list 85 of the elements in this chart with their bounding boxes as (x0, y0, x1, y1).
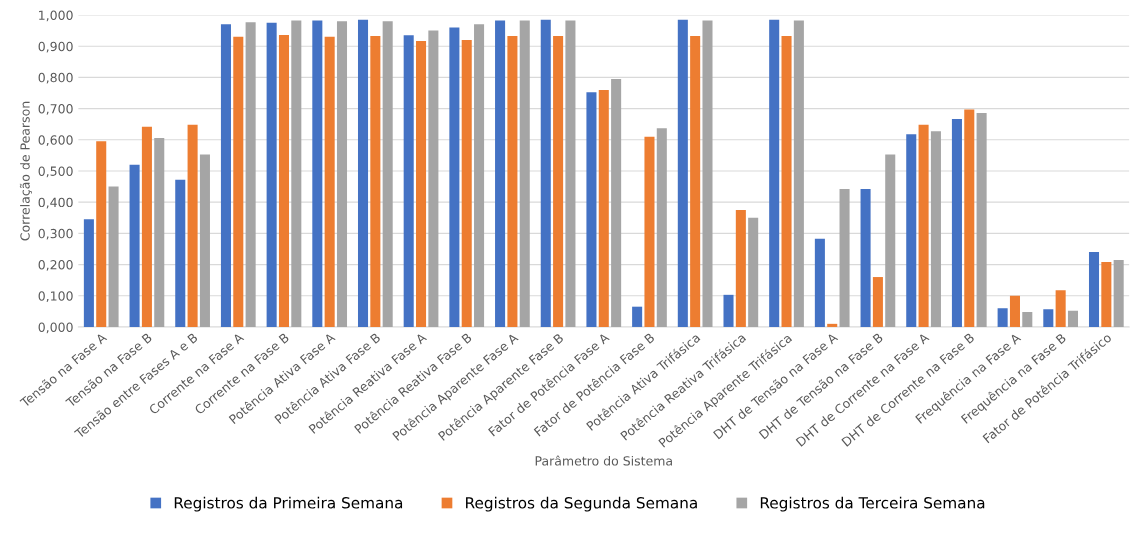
bar (1067, 310, 1079, 327)
bar (233, 36, 244, 327)
bar (632, 306, 643, 327)
bar (129, 164, 140, 327)
bar (839, 189, 850, 327)
bar (336, 21, 348, 327)
bar (96, 141, 107, 327)
bar (644, 136, 655, 327)
bar (930, 131, 941, 327)
bar (598, 89, 609, 327)
bar (997, 308, 1008, 327)
legend-label: Registros da Segunda Semana (466, 496, 697, 512)
legend-label: Registros da Primeira Semana (174, 496, 403, 512)
bar (199, 154, 210, 327)
y-tick-label: 0,300 (38, 228, 73, 240)
y-tick-label: 0,200 (38, 260, 73, 271)
y-tick-label: 0,100 (38, 291, 73, 302)
bar (266, 22, 277, 327)
bar (814, 238, 825, 327)
bar (540, 19, 551, 327)
bar (748, 217, 759, 327)
bar (291, 20, 302, 327)
y-tick-label: 0,600 (38, 135, 73, 146)
bar (474, 24, 485, 327)
bar (449, 27, 460, 327)
y-tick-label: 0,900 (38, 41, 73, 53)
bar (187, 124, 198, 327)
y-tick-label: 0,500 (38, 166, 73, 178)
bar (519, 20, 530, 327)
bar (951, 118, 962, 327)
bar (872, 277, 883, 327)
bar (565, 20, 576, 327)
bar (860, 189, 871, 327)
bar (278, 34, 289, 327)
bar (1055, 290, 1066, 327)
bar (382, 21, 393, 327)
bar (735, 209, 746, 327)
bar (1043, 309, 1054, 327)
y-tick-label: 0,000 (38, 322, 73, 334)
bar (245, 22, 256, 327)
bar (827, 323, 838, 327)
x-axis-title: Parâmetro do Sistema (535, 455, 672, 466)
bar (769, 19, 780, 327)
bar (690, 35, 701, 327)
bar (108, 186, 119, 327)
y-tick-label: 0,400 (38, 197, 73, 209)
bar (154, 137, 165, 327)
bar (885, 154, 896, 327)
bar (656, 128, 667, 327)
bar (175, 179, 186, 327)
bar (461, 39, 472, 327)
bar (964, 109, 975, 327)
y-tick-label: 0,800 (38, 72, 73, 84)
bar (723, 294, 734, 327)
bar (793, 20, 804, 327)
bar (1022, 311, 1033, 327)
bar (495, 20, 506, 327)
bar (416, 40, 427, 327)
bar (357, 19, 369, 327)
bar (553, 35, 564, 327)
y-tick-label: 0,700 (38, 104, 73, 115)
bar (1101, 262, 1112, 327)
bar (83, 219, 94, 327)
bar (428, 30, 439, 327)
bar (324, 36, 335, 327)
bar (906, 134, 917, 327)
bar (586, 92, 597, 327)
bar (677, 19, 688, 327)
bar (312, 20, 323, 327)
bar (611, 78, 622, 327)
y-tick-label: 1,000 (39, 10, 73, 22)
bar (1088, 252, 1100, 327)
bar (220, 24, 231, 327)
bar (141, 126, 152, 327)
y-axis-title: Correlação de Pearson (19, 101, 32, 241)
legend-label: Registros da Terceira Semana (760, 496, 985, 512)
bar (781, 35, 792, 327)
bar (918, 124, 929, 327)
bar (702, 20, 713, 327)
bar (976, 112, 987, 327)
bar (403, 35, 414, 327)
bar (1113, 259, 1124, 327)
bar (370, 35, 381, 327)
bar (507, 35, 518, 327)
bar (1009, 295, 1020, 327)
